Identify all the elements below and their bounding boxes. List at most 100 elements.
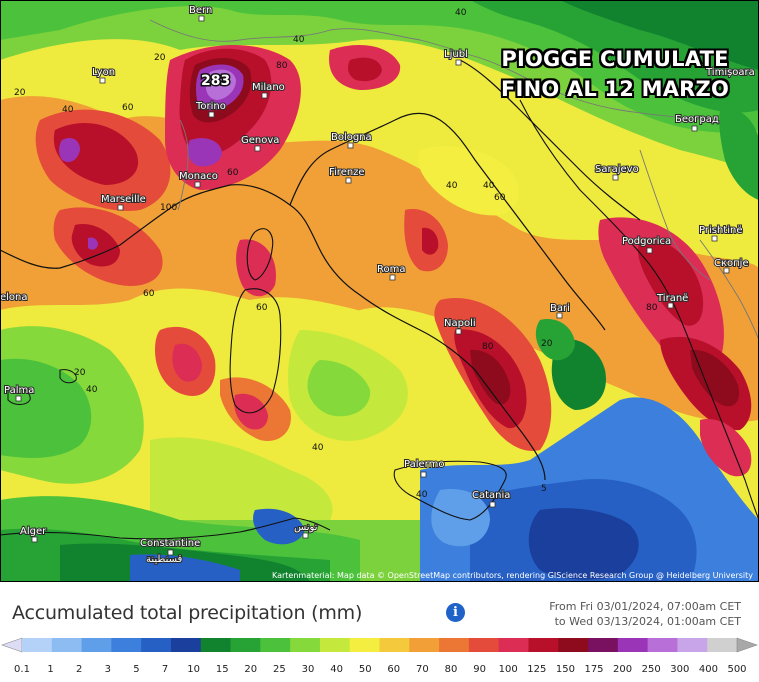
scale-swatch [200,638,232,652]
scale-swatch [319,638,351,652]
city-marker-tunis: تونس [293,521,319,539]
city-label: Ljubl [444,49,468,60]
city-label: Alger [20,526,47,537]
city-label: Bari [550,303,570,314]
info-icon[interactable]: i [446,603,465,622]
scale-tick-label: 3 [105,664,111,675]
scale-tick-label: 10 [187,664,200,675]
contour-label: 40 [416,490,428,500]
scale-swatch [498,638,529,652]
scale-tick-label: 100 [499,664,518,675]
scale-swatch [528,638,559,652]
precipitation-map[interactable]: 40 20 60 80 100 40 60 40 60 40 40 20 40 … [0,0,759,582]
city-label: Београд [675,114,719,125]
overlay-title-line2: FINO AL 12 MARZO [501,77,729,101]
city-label: Bern [189,5,212,16]
contour-labels: 40 20 60 80 100 40 60 40 60 40 40 20 40 … [14,8,658,500]
map-attribution[interactable]: Kartenmaterial: Map data © OpenStreetMap… [271,571,753,580]
scale-swatch [290,638,321,652]
city-marker-bologna: Bologna [330,131,373,149]
scale-swatch [617,638,649,652]
contour-label: 60 [494,193,506,203]
city-marker-constantine: Constantine قسنطينة [139,537,201,566]
city-marker-tirane: Tiranë [655,292,689,309]
scale-tick-label: 30 [302,664,315,675]
city-marker-lyon: Lyon [91,66,116,84]
city-label: Catania [472,490,510,501]
contour-label: 60 [143,289,155,299]
scale-tick-label: 25 [273,664,286,675]
city-label: elona [0,292,28,303]
city-label: Monaco [179,171,218,182]
date-range: From Fri 03/01/2024, 07:00am CET to Wed … [549,599,741,629]
contour-label: 20 [541,339,553,349]
contour-label: 20 [74,368,86,378]
scale-swatch [379,638,410,652]
peak-value-label: 283 [201,73,230,89]
scale-swatch [647,638,678,652]
city-marker-catania: Catania [471,489,511,508]
city-markers: Bern Lyon Milano Torino Genova Bologna M… [0,4,756,566]
scale-swatch [468,638,500,652]
contour-label: 40 [312,443,324,453]
city-marker-monaco: Monaco [178,170,219,188]
city-marker-skopje: Скопје [713,256,750,274]
contour-label: 40 [446,181,458,191]
contour-label: 80 [276,61,288,71]
contour-label: 80 [482,342,494,352]
scale-tick-label: 400 [699,664,718,675]
date-to: to Wed 03/13/2024, 01:00am CET [554,615,741,628]
city-label: Marseille [101,194,146,205]
contour-label: 40 [62,105,74,115]
scale-swatch [22,638,53,652]
scale-tick-label: 80 [445,664,458,675]
scale-tick-label: 5 [133,664,139,675]
scale-swatch [558,638,589,652]
color-scale: 0.1 1 2 3 5 7 10 15 20 25 30 40 50 60 70 80 90 100 125 150 1… [0,634,759,678]
scale-tick-label: 1 [47,664,53,675]
city-marker-alger: Alger [19,525,48,543]
scale-swatch [51,638,83,652]
scale-tick-label: 150 [556,664,575,675]
contour-label: 80 [646,303,658,313]
city-label: Prishtinë [699,225,742,236]
contour-label: 60 [122,103,134,113]
contour-label: 40 [86,385,98,395]
city-label: Milano [252,82,285,93]
scale-swatch [588,638,619,652]
contour-label: 60 [227,168,239,178]
city-marker-beograd: Београд [674,113,720,132]
city-marker-sarajevo: Sarajevo [594,163,640,181]
date-from: From Fri 03/01/2024, 07:00am CET [549,600,741,613]
contour-label: 40 [293,35,305,45]
scale-arrow-left [1,637,23,653]
city-marker-timisoara: Timișoara [704,66,756,79]
overlay-title-line1: PIOGGE CUMULATE [501,47,729,71]
city-label: تونس [294,522,318,533]
scale-tick-label: 125 [527,664,546,675]
city-label: Lyon [92,67,115,78]
city-marker-prishtine: Prishtinë [698,224,743,242]
scale-swatch [439,638,470,652]
city-marker-milano: Milano [251,81,286,99]
city-marker-ljubljana: Ljubl [443,48,469,66]
scale-swatch [81,638,112,652]
scale-tick-label: 300 [670,664,689,675]
scale-swatch [677,638,708,652]
scale-tick-label: 175 [584,664,603,675]
scale-arrow-right [736,637,758,653]
scale-tick-label: 200 [613,664,632,675]
city-marker-barcelona: elona [0,291,29,304]
city-label: Скопје [714,257,749,269]
city-label: Roma [377,264,406,275]
city-marker-palermo: Palermo [403,458,445,478]
scale-tick-label: 40 [330,664,343,675]
scale-swatch [707,638,738,652]
scale-tick-label: 0.1 [14,664,30,675]
contour-label: 20 [154,53,166,63]
contour-label: 40 [455,8,467,18]
scale-swatch [409,638,440,652]
city-marker-torino: Torino [194,100,227,118]
city-label: Napoli [444,318,476,329]
overlay-title: PIOGGE CUMULATE FINO AL 12 MARZO [501,44,729,104]
